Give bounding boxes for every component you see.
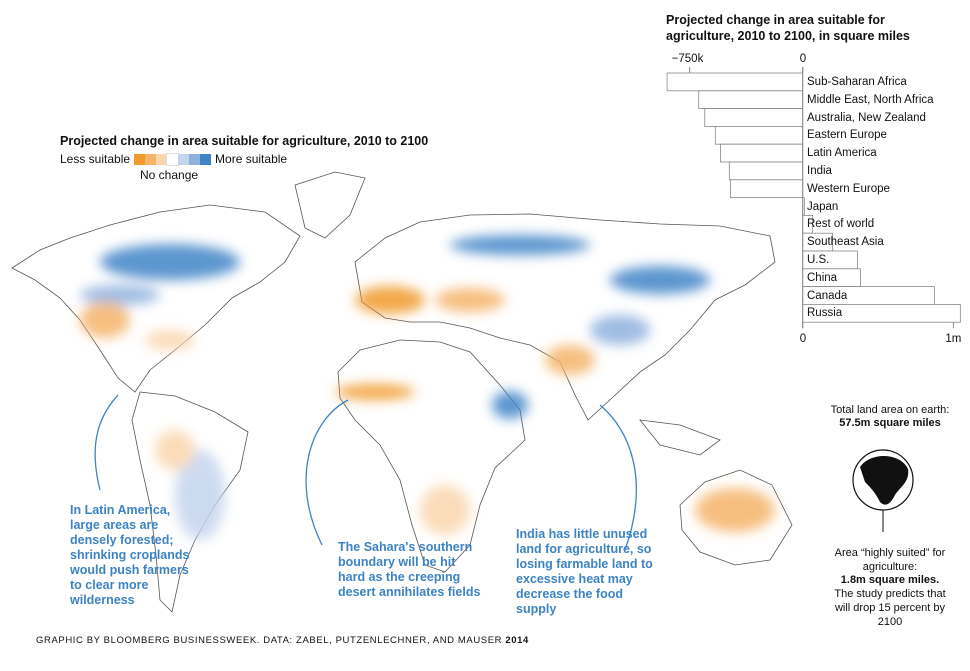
annotation-sahara: The Sahara's southern boundary will be h… xyxy=(338,540,481,599)
southeast-asia-islands xyxy=(639,419,721,456)
suited-area-note: The study predicts that will drop 15 per… xyxy=(834,588,946,628)
tick-label: −750k xyxy=(671,53,704,65)
bar-chart-title: Projected change in area suitable for ag… xyxy=(666,13,910,43)
total-land-value: 57.5m square miles xyxy=(839,417,941,429)
sahara-arrow xyxy=(305,399,349,546)
bar-category-label: Middle East, North Africa xyxy=(807,93,934,106)
credit-year: 2014 xyxy=(505,635,529,646)
bar xyxy=(666,72,804,92)
bar-category-label: China xyxy=(807,271,838,284)
bar-category-label: Canada xyxy=(807,289,848,302)
map-legend-title: Projected change in area suitable for ag… xyxy=(60,134,429,148)
bar xyxy=(720,143,804,163)
bar-category-label: U.S. xyxy=(807,254,830,266)
legend-more-label: More suitable xyxy=(215,152,288,166)
legend-less-label: Less suitable xyxy=(60,152,131,166)
tick-label: 1m xyxy=(945,333,962,345)
legend-swatch xyxy=(145,154,157,166)
globe-icon xyxy=(852,449,914,532)
bar-category-label: Southeast Asia xyxy=(807,236,884,249)
bar xyxy=(704,108,804,127)
tick-label: 0 xyxy=(799,53,807,65)
bar-category-label: Western Europe xyxy=(807,182,890,195)
bar xyxy=(729,179,804,199)
credit-text: GRAPHIC BY BLOOMBERG BUSINESSWEEK. DATA:… xyxy=(36,635,503,646)
annotation-india: India has little unused land for agricul… xyxy=(516,527,653,616)
legend-swatch xyxy=(189,154,201,166)
bar xyxy=(698,90,804,110)
bar-category-label: Russia xyxy=(807,307,843,320)
legend-swatch xyxy=(134,154,146,166)
annotation-latin-america: In Latin America, large areas are densel… xyxy=(70,503,190,607)
total-land-label: Total land area on earth: xyxy=(830,404,950,416)
legend-swatch xyxy=(178,154,190,166)
bar xyxy=(728,161,804,181)
latin-america-arrow xyxy=(94,394,119,491)
greenland xyxy=(294,171,366,239)
suited-area-value: 1.8m square miles. xyxy=(840,574,940,586)
bar-category-label: Japan xyxy=(807,200,839,213)
legend-swatch xyxy=(166,153,180,167)
bar-category-label: Eastern Europe xyxy=(807,129,887,142)
bar-category-label: India xyxy=(807,165,832,177)
suited-area-label: Area “highly suited” for agriculture: xyxy=(834,547,946,573)
map-legend: Less suitable More suitable xyxy=(60,152,288,167)
legend-swatch xyxy=(200,154,212,166)
legend-swatch xyxy=(156,154,168,166)
bar-category-label: Latin America xyxy=(807,147,877,160)
legend-swatches xyxy=(134,152,212,167)
bar xyxy=(714,126,804,145)
bar-category-label: Sub-Saharan Africa xyxy=(807,76,907,88)
footer-credit: GRAPHIC BY BLOOMBERG BUSINESSWEEK. DATA:… xyxy=(36,635,529,646)
india-arrow xyxy=(599,404,637,551)
tick-label: 0 xyxy=(799,333,807,345)
bar-category-label: Australia, New Zealand xyxy=(807,111,926,124)
bar-category-label: Rest of world xyxy=(807,218,875,231)
eurasia xyxy=(354,213,776,421)
legend-no-change-label: No change xyxy=(140,168,199,182)
